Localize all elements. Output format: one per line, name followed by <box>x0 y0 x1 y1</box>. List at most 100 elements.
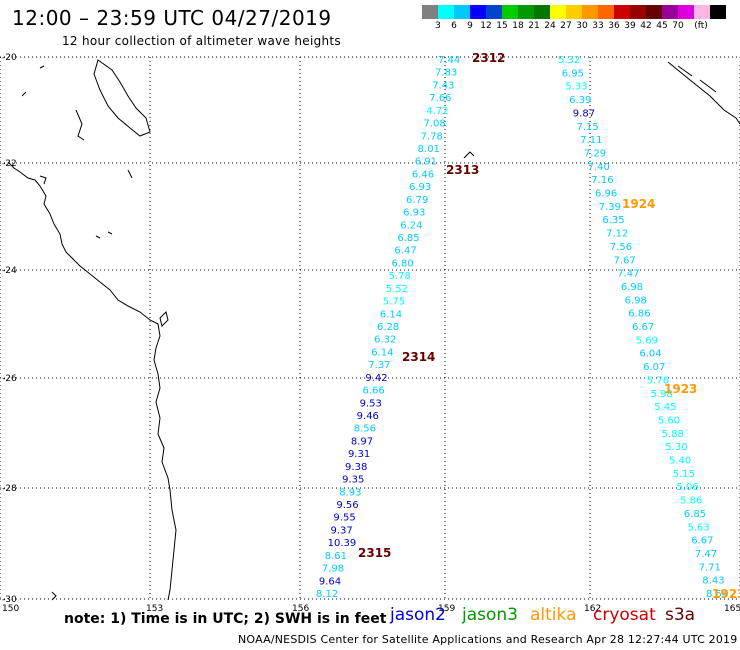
wave-height-value: 6.98 <box>621 282 643 293</box>
lat-label: -26 <box>2 374 17 384</box>
scale-swatch <box>614 5 630 19</box>
footer-note: note: 1) Time is in UTC; 2) SWH is in fe… <box>64 611 387 627</box>
wave-height-value: 9.42 <box>365 373 387 384</box>
scale-swatch <box>422 5 438 19</box>
wave-height-value: 9.53 <box>360 398 382 409</box>
wave-height-value: 8.97 <box>351 436 373 447</box>
lon-label: 153 <box>146 604 163 614</box>
wave-height-value: 7.47 <box>617 269 639 280</box>
lat-label: -20 <box>2 53 17 63</box>
island-3 <box>93 59 151 137</box>
wave-height-value: 5.40 <box>669 456 691 467</box>
lat-label: -28 <box>2 484 17 494</box>
wave-height-value: 6.67 <box>632 322 654 333</box>
pass-label: 2315 <box>358 546 391 560</box>
scale-swatch <box>630 5 646 19</box>
scale-tick-label: 18 <box>512 21 524 31</box>
wave-height-value: 5.15 <box>673 469 695 480</box>
wave-height-value: 9.31 <box>348 449 370 460</box>
wave-height-value: 7.56 <box>610 242 632 253</box>
wave-height-value: 6.91 <box>415 157 437 168</box>
wave-height-value: 9.55 <box>333 513 355 524</box>
wave-height-value: 7.40 <box>588 162 610 173</box>
scale-tick-label: 27 <box>560 21 572 31</box>
legend-jason3: jason3 <box>462 605 518 625</box>
scale-swatch <box>470 5 486 19</box>
scale-swatch <box>598 5 614 19</box>
scale-tick-label: 30 <box>576 21 588 31</box>
wave-height-value: 5.33 <box>565 82 587 93</box>
pass-label: 2314 <box>402 350 435 364</box>
wave-height-value: 8.12 <box>316 589 338 600</box>
wave-height-value: 6.47 <box>394 246 416 257</box>
scale-tick-label: 6 <box>451 21 457 31</box>
wave-height-value: 5.45 <box>654 402 676 413</box>
wave-height-value: 6.79 <box>406 195 428 206</box>
wave-height-value: 6.04 <box>639 349 661 360</box>
wave-height-value: 9.64 <box>319 576 341 587</box>
wave-height-value: 7.15 <box>577 122 599 133</box>
scale-swatch <box>566 5 582 19</box>
australia-coastline <box>7 161 177 601</box>
wave-height-value: 6.32 <box>374 335 396 346</box>
reef-2 <box>21 91 27 97</box>
scale-tick-label: 70 <box>672 21 684 31</box>
wave-height-value: 9.37 <box>331 525 353 536</box>
wave-height-value: 8.43 <box>702 576 724 587</box>
wave-height-value: 6.14 <box>371 347 393 358</box>
wave-height-value: 7.47 <box>695 549 717 560</box>
legend-s3a: s3a <box>665 605 696 625</box>
wave-height-value: 6.85 <box>397 233 419 244</box>
wave-height-value: 5.76 <box>647 375 669 386</box>
scale-swatch <box>454 5 470 19</box>
pass-label: 1924 <box>622 197 655 211</box>
wave-height-color-scale: 3 6 9 12 15 18 21 24 27 30 33 36 39 42 45 70 (ft) <box>422 5 726 35</box>
wave-height-value: 4.72 <box>426 106 448 117</box>
wave-height-value: 5.69 <box>636 335 658 346</box>
wave-height-value: 5.98 <box>651 389 673 400</box>
wave-height-value: 9.38 <box>345 462 367 473</box>
wave-height-value: 8.56 <box>354 424 376 435</box>
wave-height-value: 6.39 <box>569 95 591 106</box>
wave-height-value: 6.07 <box>643 362 665 373</box>
wave-height-value: 7.78 <box>421 131 443 142</box>
scale-tick-label: 9 <box>467 21 473 31</box>
wave-height-value: 7.43 <box>432 80 454 91</box>
wave-height-value: 6.24 <box>400 220 422 231</box>
scale-swatch <box>550 5 566 19</box>
scale-tick-label: 45 <box>656 21 668 31</box>
pass-label: 2313 <box>446 163 479 177</box>
new-caledonia <box>667 61 740 125</box>
wave-height-value: 5.52 <box>386 284 408 295</box>
reef-4 <box>95 235 101 239</box>
scale-swatch <box>646 5 662 19</box>
wave-height-value: 7.16 <box>591 175 613 186</box>
wave-height-value: 6.28 <box>377 322 399 333</box>
wave-height-value: 7.29 <box>584 148 606 159</box>
wave-height-value: 7.71 <box>699 562 721 573</box>
reef-3 <box>127 169 133 179</box>
lat-label: -30 <box>2 595 17 605</box>
scale-swatch <box>534 5 550 19</box>
wave-height-value: 6.93 <box>403 208 425 219</box>
wave-height-value: 7.08 <box>423 119 445 130</box>
islet-se <box>51 591 57 601</box>
scale-swatch <box>582 5 598 19</box>
lat-label: -24 <box>2 266 17 276</box>
wave-height-value: 5.75 <box>383 297 405 308</box>
pass-label: 1923 <box>712 587 740 601</box>
scale-swatch <box>662 5 678 19</box>
scale-swatch <box>518 5 534 19</box>
wave-height-value: 7.39 <box>599 202 621 213</box>
pass-label: 1923 <box>664 382 697 396</box>
lon-label: 156 <box>292 604 309 614</box>
scale-swatch <box>438 5 454 19</box>
wave-height-value: 7.98 <box>322 564 344 575</box>
lon-label: 150 <box>2 604 19 614</box>
island-1 <box>159 311 169 327</box>
wave-height-value: 10.39 <box>328 538 357 549</box>
wave-height-value: 9.87 <box>573 108 595 119</box>
scale-tick-label: 15 <box>496 21 508 31</box>
scale-tick-label: 36 <box>608 21 620 31</box>
